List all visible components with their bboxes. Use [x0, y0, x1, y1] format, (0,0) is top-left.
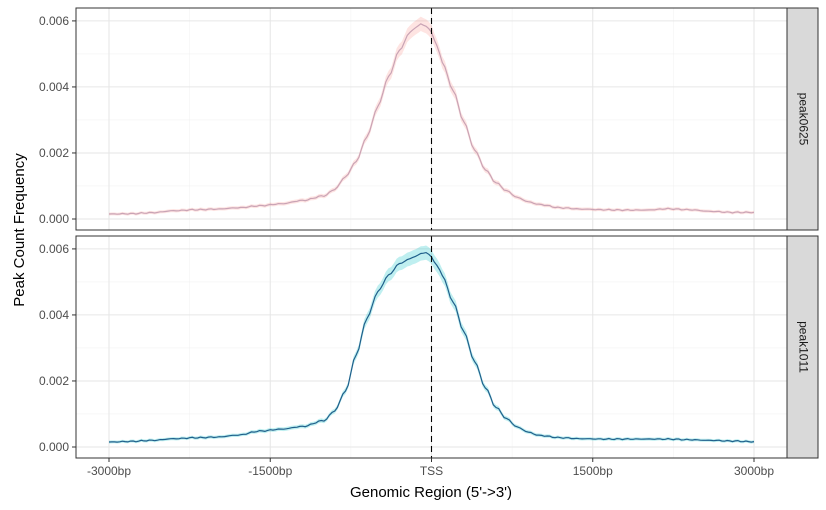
y-tick-label: 0.000	[39, 440, 69, 454]
axis-layer: 0.000 0.002 0.004 0.006 0.000 0.002 0.004 0.006…	[39, 14, 774, 478]
facet-strip-label: peak1011	[796, 321, 810, 373]
panel-1: peak0625	[75, 7, 819, 231]
x-tick-label: -1500bp	[248, 464, 292, 478]
y-axis-title: Peak Count Frequency	[11, 153, 28, 307]
facet-strip-label: peak0625	[796, 93, 810, 146]
y-tick-label: 0.004	[39, 308, 69, 322]
y-tick-label: 0.002	[39, 146, 69, 160]
panel-2: peak1011	[75, 235, 819, 459]
facet-strip	[786, 7, 819, 231]
y-tick-label: 0.006	[39, 14, 69, 28]
y-tick-label: 0.002	[39, 374, 69, 388]
panels-layer: peak0625 peak1011	[75, 7, 819, 459]
y-tick-label: 0.006	[39, 242, 69, 256]
x-tick-label: -3000bp	[87, 464, 131, 478]
x-tick-label: 3000bp	[734, 464, 774, 478]
y-tick-label: 0.004	[39, 80, 69, 94]
y-tick-label: 0.000	[39, 212, 69, 226]
x-tick-label: 1500bp	[573, 464, 613, 478]
x-tick-label: TSS	[420, 464, 443, 478]
facet-strip	[786, 235, 819, 459]
x-axis-title: Genomic Region (5'->3')	[350, 484, 512, 501]
